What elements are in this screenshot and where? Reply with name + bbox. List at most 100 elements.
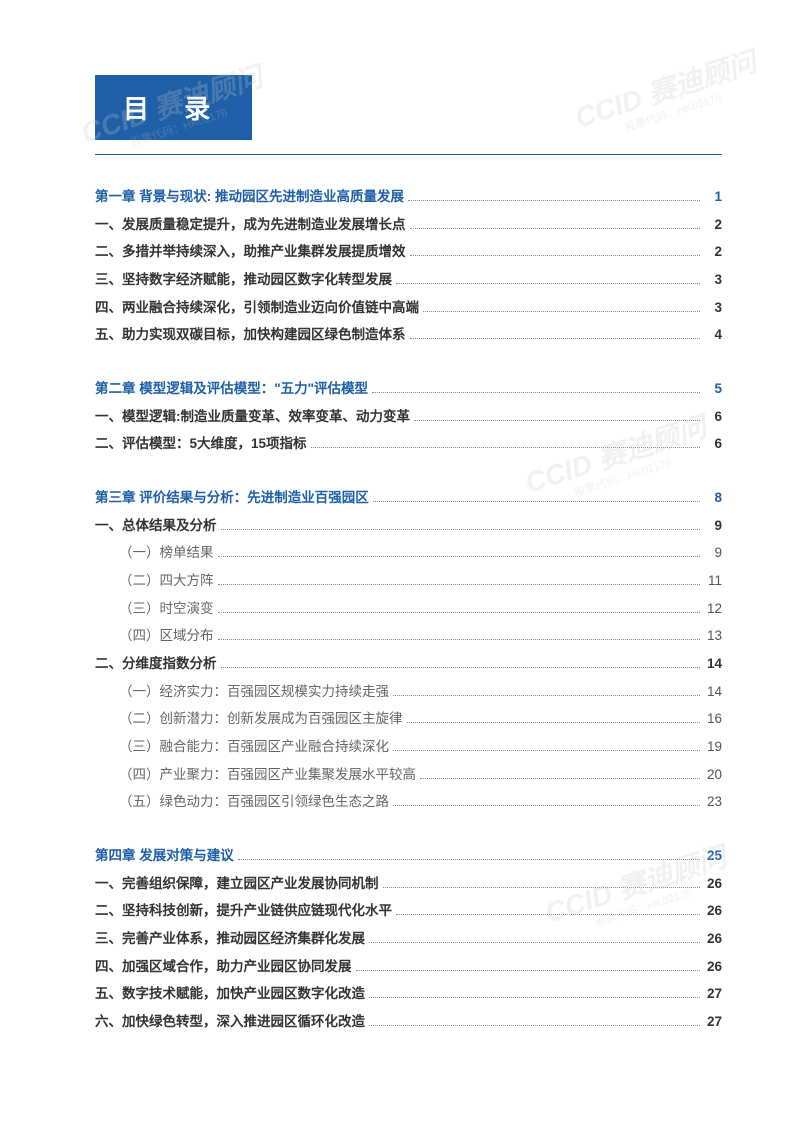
section-page: 14 (704, 650, 722, 678)
toc-entry: （一）经济实力：百强园区规模实力持续走强14 (95, 678, 722, 706)
toc-leader-dots (369, 1025, 700, 1026)
section-page: 27 (704, 1008, 722, 1036)
subsection-page: 23 (704, 788, 722, 816)
page-title: 目 录 (95, 75, 252, 140)
toc-leader-dots (383, 887, 701, 888)
toc-entry: 五、数字技术赋能，加快产业园区数字化改造27 (95, 980, 722, 1008)
toc-leader-dots (407, 722, 701, 723)
toc-leader-dots (221, 667, 701, 668)
subsection-label: （一）榜单结果 (119, 539, 214, 567)
watermark: CCID 赛迪顾问股票代码：HK02176 (571, 47, 764, 148)
subsection-page: 9 (704, 539, 722, 567)
toc-leader-dots (393, 695, 700, 696)
section-page: 9 (704, 512, 722, 540)
toc-entry: （四）区域分布 13 (95, 622, 722, 650)
toc-leader-dots (221, 529, 701, 530)
chapter-block: 第一章 背景与现状: 推动园区先进制造业高质量发展 1一、发展质量稳定提升，成为先… (95, 183, 722, 349)
toc-entry: （二）创新潜力：创新发展成为百强园区主旋律 16 (95, 705, 722, 733)
toc-entry: （二）四大方阵 11 (95, 567, 722, 595)
toc-entry: 二、评估模型：5大维度，15项指标 6 (95, 430, 722, 458)
subsection-label: （一）经济实力：百强园区规模实力持续走强 (119, 678, 389, 706)
section-label: 二、多措并举持续深入，助推产业集群发展提质增效 (95, 238, 406, 266)
section-label: 四、两业融合持续深化，引领制造业迈向价值链中高端 (95, 294, 419, 322)
section-page: 26 (704, 870, 722, 898)
chapter-page: 8 (704, 484, 722, 512)
section-label: 一、完善组织保障，建立园区产业发展协同机制 (95, 870, 379, 898)
toc-leader-dots (218, 556, 701, 557)
toc-leader-dots (396, 283, 700, 284)
toc-entry: 二、坚持科技创新，提升产业链供应链现代化水平 26 (95, 897, 722, 925)
toc-leader-dots (410, 228, 701, 229)
chapter-page: 5 (704, 375, 722, 403)
subsection-label: （四）区域分布 (119, 622, 214, 650)
toc-leader-dots (218, 584, 701, 585)
toc-entry: （一）榜单结果 9 (95, 539, 722, 567)
toc-entry: （四）产业聚力：百强园区产业集聚发展水平较高20 (95, 761, 722, 789)
toc-leader-dots (218, 612, 701, 613)
toc-leader-dots (420, 778, 700, 779)
toc-leader-dots (356, 970, 701, 971)
toc-entry: （三）融合能力：百强园区产业融合持续深化19 (95, 733, 722, 761)
toc-entry: 四、两业融合持续深化，引领制造业迈向价值链中高端 3 (95, 294, 722, 322)
toc-leader-dots (369, 997, 700, 998)
toc-entry: 一、模型逻辑:制造业质量变革、效率变革、动力变革6 (95, 403, 722, 431)
subsection-label: （二）四大方阵 (119, 567, 214, 595)
table-of-contents: 第一章 背景与现状: 推动园区先进制造业高质量发展 1一、发展质量稳定提升，成为先… (95, 183, 722, 1036)
title-underline (95, 154, 722, 155)
section-label: 一、总体结果及分析 (95, 512, 217, 540)
section-label: 五、助力实现双碳目标，加快构建园区绿色制造体系 (95, 321, 406, 349)
section-page: 3 (704, 294, 722, 322)
section-label: 二、评估模型：5大维度，15项指标 (95, 430, 307, 458)
toc-entry: 六、加快绿色转型，深入推进园区循环化改造27 (95, 1008, 722, 1036)
subsection-page: 13 (704, 622, 722, 650)
section-page: 26 (704, 925, 722, 953)
subsection-label: （三）融合能力：百强园区产业融合持续深化 (119, 733, 389, 761)
toc-leader-dots (410, 255, 701, 256)
toc-entry: 第一章 背景与现状: 推动园区先进制造业高质量发展 1 (95, 183, 722, 211)
subsection-page: 11 (704, 567, 722, 595)
subsection-label: （四）产业聚力：百强园区产业集聚发展水平较高 (119, 761, 416, 789)
toc-entry: （五）绿色动力：百强园区引领绿色生态之路 23 (95, 788, 722, 816)
subsection-label: （五）绿色动力：百强园区引领绿色生态之路 (119, 788, 389, 816)
toc-leader-dots (393, 805, 700, 806)
toc-leader-dots (238, 859, 700, 860)
chapter-block: 第三章 评价结果与分析：先进制造业百强园区8一、总体结果及分析 9 （一）榜单结果 9… (95, 484, 722, 816)
toc-entry: （三）时空演变12 (95, 595, 722, 623)
section-page: 2 (704, 211, 722, 239)
toc-entry: 二、分维度指数分析 14 (95, 650, 722, 678)
toc-leader-dots (414, 420, 700, 421)
section-label: 二、分维度指数分析 (95, 650, 217, 678)
section-label: 四、加强区域合作，助力产业园区协同发展 (95, 953, 352, 981)
toc-leader-dots (393, 750, 700, 751)
toc-leader-dots (423, 311, 700, 312)
section-page: 3 (704, 266, 722, 294)
toc-leader-dots (372, 392, 700, 393)
chapter-page: 25 (704, 842, 722, 870)
chapter-title: 第一章 背景与现状: 推动园区先进制造业高质量发展 (95, 183, 404, 211)
toc-leader-dots (218, 639, 701, 640)
toc-leader-dots (369, 942, 700, 943)
toc-entry: 一、发展质量稳定提升，成为先进制造业发展增长点2 (95, 211, 722, 239)
section-page: 4 (704, 321, 722, 349)
section-page: 26 (704, 953, 722, 981)
toc-leader-dots (373, 501, 700, 502)
chapter-page: 1 (704, 183, 722, 211)
toc-entry: 第二章 模型逻辑及评估模型："五力"评估模型5 (95, 375, 722, 403)
toc-entry: 四、加强区域合作，助力产业园区协同发展 26 (95, 953, 722, 981)
section-label: 三、完善产业体系，推动园区经济集群化发展 (95, 925, 365, 953)
section-label: 二、坚持科技创新，提升产业链供应链现代化水平 (95, 897, 392, 925)
toc-entry: 第四章 发展对策与建议25 (95, 842, 722, 870)
subsection-label: （三）时空演变 (119, 595, 214, 623)
toc-entry: 五、助力实现双碳目标，加快构建园区绿色制造体系 4 (95, 321, 722, 349)
toc-entry: 第三章 评价结果与分析：先进制造业百强园区8 (95, 484, 722, 512)
subsection-page: 16 (704, 705, 722, 733)
toc-entry: 三、坚持数字经济赋能，推动园区数字化转型发展3 (95, 266, 722, 294)
subsection-label: （二）创新潜力：创新发展成为百强园区主旋律 (119, 705, 403, 733)
section-page: 26 (704, 897, 722, 925)
section-page: 27 (704, 980, 722, 1008)
section-page: 6 (704, 430, 722, 458)
toc-leader-dots (408, 200, 700, 201)
toc-entry: 二、多措并举持续深入，助推产业集群发展提质增效2 (95, 238, 722, 266)
toc-leader-dots (311, 447, 700, 448)
toc-entry: 一、完善组织保障，建立园区产业发展协同机制 26 (95, 870, 722, 898)
